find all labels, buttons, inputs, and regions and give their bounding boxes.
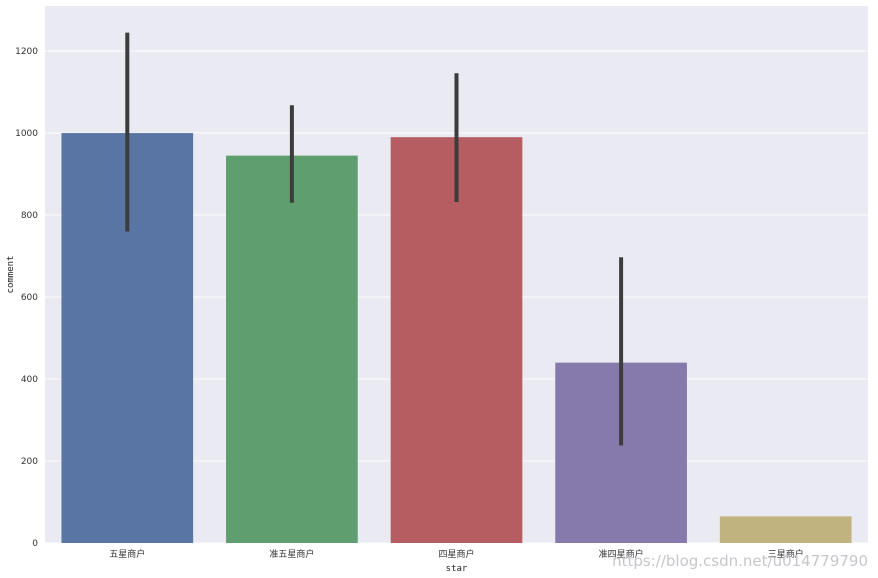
bar-2: [226, 155, 358, 543]
bar-3: [390, 137, 523, 543]
x-tick-label: 准五星商户: [269, 548, 314, 560]
y-tick-label: 800: [21, 211, 38, 221]
x-tick-label: 五星商户: [109, 548, 145, 560]
x-tick-label: 四星商户: [438, 548, 474, 560]
x-axis-label: star: [446, 564, 468, 574]
x-tick-label: 准四星商户: [599, 548, 644, 560]
y-axis-label: comment: [6, 256, 16, 294]
x-tick-labels: 五星商户 准五星商户 四星商户 准四星商户 三星商户: [109, 548, 803, 560]
bar-5: [719, 516, 852, 543]
y-tick-label: 600: [21, 293, 38, 303]
y-tick-labels: 0 200 400 600 800 1000 1200: [15, 47, 38, 549]
x-tick-label: 三星商户: [768, 548, 804, 560]
watermark-text: https://blog.csdn.net/u014779790: [612, 552, 868, 570]
y-tick-label: 400: [21, 375, 38, 385]
error-bars: [125, 32, 624, 446]
y-tick-label: 1200: [15, 47, 38, 57]
y-tick-label: 0: [32, 539, 38, 549]
y-tick-label: 1000: [15, 129, 38, 139]
y-tick-label: 200: [21, 457, 38, 467]
